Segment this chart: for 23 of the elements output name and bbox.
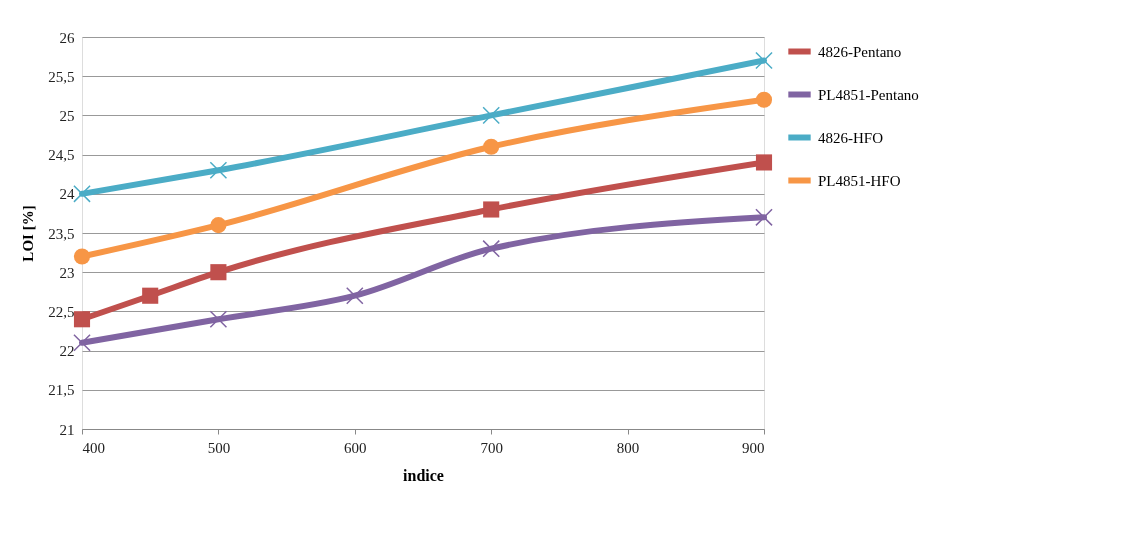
y-tick-label: 23,5 (48, 225, 75, 242)
y-tick-label: 22 (59, 343, 75, 360)
y-axis-title: LOI [%] (20, 205, 37, 262)
legend-label: PL4851-Pentano (818, 86, 919, 103)
y-tick-label: 24 (59, 186, 75, 203)
y-tick-label: 24,5 (48, 147, 75, 164)
legend-label: 4826-HFO (818, 129, 884, 146)
y-tick-label: 21 (59, 421, 75, 438)
y-tick-label: 23 (59, 264, 75, 281)
x-tick-label: 700 (480, 439, 503, 456)
y-tick-label: 22,5 (48, 303, 75, 320)
legend-label: 4826-Pentano (818, 43, 902, 60)
x-tick-label: 800 (616, 439, 640, 456)
x-tick-label: 500 (207, 439, 231, 456)
legend-label: PL4851-HFO (818, 172, 901, 189)
x-axis-title: indice (403, 466, 444, 484)
y-tick-label: 21,5 (48, 382, 75, 399)
y-tick-label: 26 (59, 29, 75, 46)
x-tick-label: 400 (82, 439, 105, 456)
y-tick-label: 25,5 (48, 68, 75, 85)
x-tick-label: 900 (742, 439, 765, 456)
y-tick-label: 25 (59, 107, 75, 124)
x-tick-label: 600 (344, 439, 367, 456)
